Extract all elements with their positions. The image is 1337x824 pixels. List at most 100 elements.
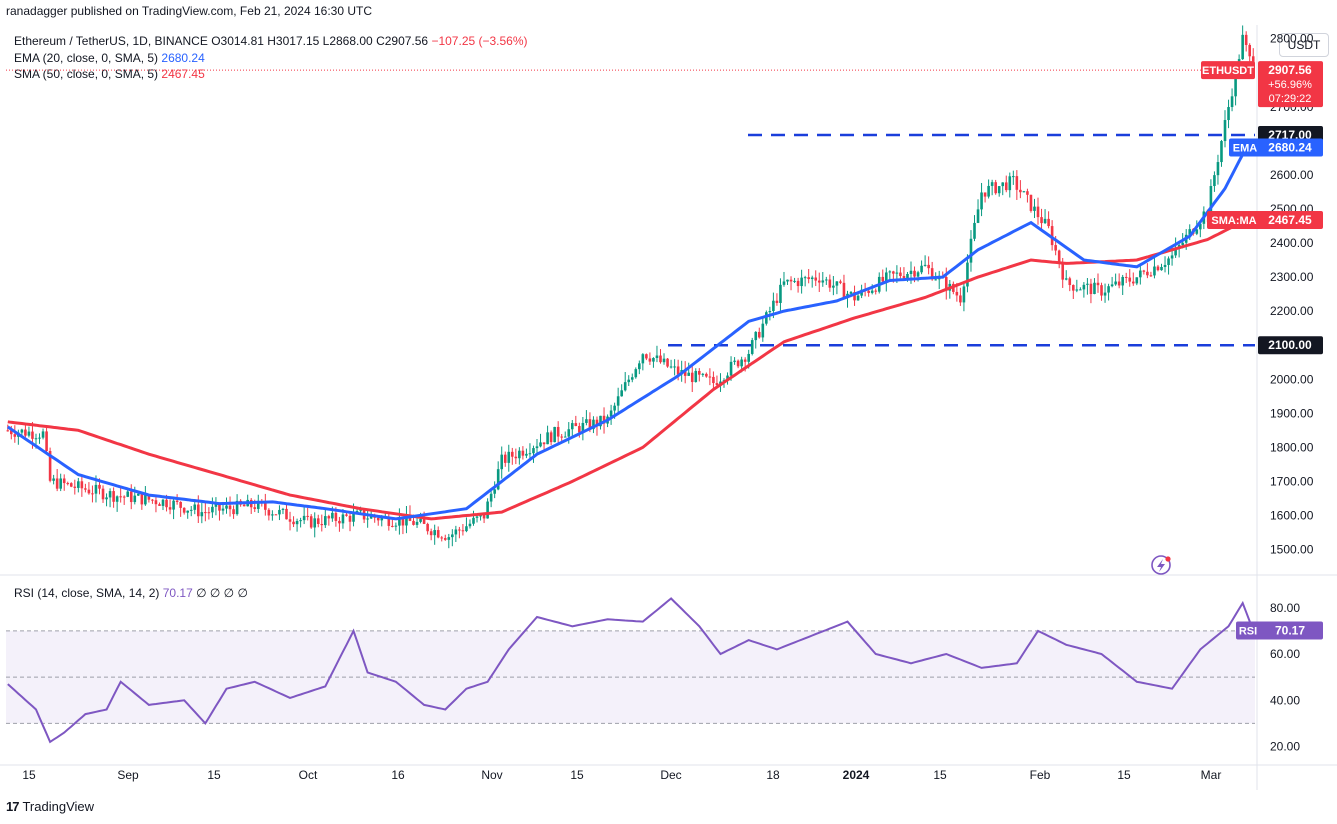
- candle-body: [112, 491, 115, 502]
- candle-body: [1177, 245, 1181, 248]
- candle-body: [359, 510, 362, 512]
- candle-body: [715, 383, 719, 386]
- candle-body: [927, 264, 930, 269]
- rsi-legend[interactable]: RSI (14, close, SMA, 14, 2) 70.17 ∅ ∅ ∅ …: [14, 586, 248, 600]
- candle-body: [747, 353, 750, 362]
- candle-body: [9, 430, 13, 435]
- candle-body: [874, 290, 878, 292]
- candle-body: [535, 446, 539, 449]
- candle-body: [235, 500, 239, 515]
- time-tick-label: 15: [22, 768, 36, 782]
- candle-body: [1033, 206, 1036, 211]
- candle-body: [66, 483, 70, 485]
- lightning-bolt: [1157, 559, 1165, 572]
- candle-body: [623, 382, 627, 391]
- candle-body: [129, 491, 133, 503]
- candle-body: [902, 276, 906, 279]
- currency-button[interactable]: USDT: [1279, 33, 1329, 57]
- ema-price-tag-label: 2680.24: [1268, 141, 1312, 155]
- candle-body: [973, 222, 976, 239]
- candle-body: [299, 520, 302, 522]
- legend-ema-row[interactable]: EMA (20, close, 0, SMA, 5) 2680.24: [14, 50, 528, 67]
- candle-body: [870, 290, 874, 293]
- legend-sma-row[interactable]: SMA (50, close, 0, SMA, 5) 2467.45: [14, 66, 528, 83]
- candle-body: [412, 520, 415, 525]
- candle-body: [422, 518, 426, 524]
- candle-body: [750, 340, 754, 354]
- candle-body: [701, 373, 705, 375]
- candle-body: [172, 500, 175, 510]
- candle-body: [137, 493, 140, 496]
- candle-body: [599, 415, 602, 427]
- candle-body: [839, 281, 842, 283]
- candle-body: [1170, 255, 1174, 259]
- candle-body: [1075, 289, 1079, 291]
- candle-body: [645, 354, 648, 359]
- candle-body: [987, 185, 990, 197]
- candle-body: [196, 504, 200, 517]
- candle-body: [556, 426, 560, 437]
- candle-body: [1100, 285, 1103, 296]
- tradingview-brand[interactable]: 17 TradingView: [6, 799, 94, 814]
- candle-body: [641, 354, 645, 364]
- candle-body: [458, 529, 461, 531]
- candle-body: [856, 295, 860, 301]
- level-price-tag: [1258, 336, 1323, 355]
- candle-body: [1216, 162, 1220, 176]
- candle-body: [1110, 284, 1114, 287]
- candle-body: [690, 372, 694, 383]
- candle-body: [24, 429, 27, 436]
- candle-body: [1230, 96, 1234, 108]
- brand-name: TradingView: [22, 799, 95, 814]
- candle-body: [528, 453, 532, 455]
- candle-body: [1050, 226, 1054, 246]
- candle-body: [1223, 120, 1227, 142]
- candle-body: [673, 366, 676, 368]
- candle-body: [1149, 275, 1153, 277]
- candle-body: [62, 478, 66, 484]
- candle-body: [832, 285, 835, 288]
- candle-body: [592, 419, 595, 430]
- candle-body: [144, 494, 147, 505]
- tradingview-logo-icon: 17: [6, 799, 20, 814]
- price-tick-label: 2600.00: [1270, 168, 1314, 182]
- candle-body: [119, 496, 122, 498]
- candle-body: [666, 358, 669, 367]
- candle-body: [1054, 245, 1057, 251]
- candle-body: [221, 508, 225, 511]
- candle-body: [655, 355, 659, 358]
- candle-body: [803, 277, 807, 279]
- legend-symbol[interactable]: Ethereum / TetherUS, 1D, BINANCE: [14, 34, 208, 48]
- candle-body: [391, 525, 394, 527]
- candle-body: [327, 516, 331, 519]
- candle-body: [659, 355, 662, 363]
- candle-body: [990, 182, 994, 186]
- candle-body: [976, 209, 980, 223]
- candle-body: [669, 366, 673, 368]
- ema-price-tag: [1258, 138, 1323, 157]
- candle-body: [729, 361, 733, 376]
- candle-body: [705, 373, 708, 377]
- candle-body: [895, 272, 899, 274]
- candle-body: [888, 271, 892, 273]
- chart-legend: Ethereum / TetherUS, 1D, BINANCE O3014.8…: [14, 33, 528, 83]
- ema-line: [6, 146, 1248, 521]
- lightning-alert-icon[interactable]: [1151, 555, 1171, 575]
- candle-body: [1107, 286, 1110, 293]
- candle-body: [959, 295, 962, 303]
- candle-body: [899, 272, 902, 277]
- candle-body: [765, 312, 768, 324]
- legend-sma-value: 2467.45: [161, 67, 205, 81]
- candle-body: [620, 390, 623, 397]
- candle-body: [45, 431, 48, 451]
- candle-body: [352, 512, 355, 522]
- candle-body: [1209, 186, 1213, 214]
- candle-body: [578, 426, 581, 433]
- candle-body: [1103, 292, 1107, 296]
- candle-body: [41, 431, 45, 438]
- candle-body: [401, 518, 405, 526]
- candle-body: [84, 488, 87, 490]
- candle-body: [161, 499, 165, 506]
- candle-body: [1234, 68, 1237, 97]
